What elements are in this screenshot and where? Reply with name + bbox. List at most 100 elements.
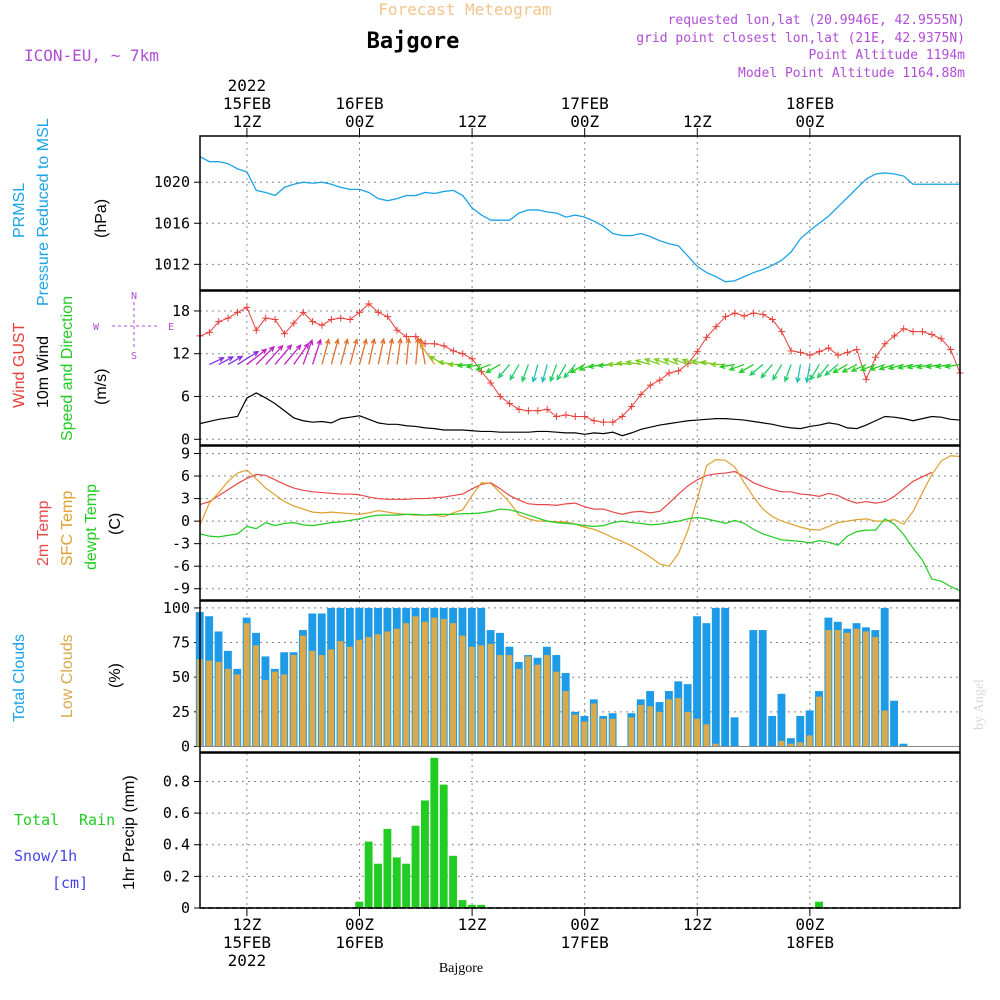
precip-bar <box>364 841 373 908</box>
y-tick-label: 0.2 <box>163 867 190 885</box>
y-tick-label: 9 <box>181 445 190 463</box>
y-tick-label: 0.6 <box>163 804 190 822</box>
y-tick-label: 0 <box>181 737 190 755</box>
compass-n: N <box>131 291 137 302</box>
time-date-bottom: 15FEB <box>223 933 271 952</box>
wind-arrow <box>625 359 642 366</box>
wind-arrow <box>368 337 377 365</box>
gust-marker <box>759 311 767 319</box>
gust-marker <box>721 313 729 321</box>
gust-marker <box>309 318 317 326</box>
gust-marker <box>796 348 804 356</box>
precip-bar <box>411 825 420 908</box>
wind-arrow <box>509 364 520 381</box>
gust-marker <box>440 342 448 350</box>
wind-arrow <box>218 356 235 366</box>
wind-arrow <box>321 338 331 365</box>
pressure-msl-label: Pressure Reduced to MSL <box>35 118 52 306</box>
low-cloud-bar <box>328 649 335 747</box>
low-cloud-bar <box>468 646 475 747</box>
speed-dir-label: Speed and Direction <box>59 296 76 441</box>
gust-marker <box>646 381 654 389</box>
total-clouds-label: Total Clouds <box>11 634 28 722</box>
wind-labels: Wind GUST 10m Wind Speed and Direction (… <box>11 296 110 441</box>
time-hour-top: 00Z <box>795 112 824 131</box>
low-cloud-bar <box>243 623 250 747</box>
total-cloud-bar <box>880 607 889 747</box>
rain-label: Rain <box>79 811 115 829</box>
time-hour-bottom: 00Z <box>570 915 599 934</box>
wind-arrow <box>419 342 436 365</box>
gust-marker <box>637 390 645 398</box>
gust-marker <box>853 345 861 353</box>
wind10m-label: 10m Wind <box>35 336 52 408</box>
time-hour-top: 12Z <box>683 112 712 131</box>
low-cloud-bar <box>318 655 325 747</box>
y-tick-label: 0.8 <box>163 772 190 790</box>
gust-marker <box>524 407 532 415</box>
gust-marker <box>318 321 326 329</box>
low-cloud-bar <box>872 637 879 747</box>
gust-marker <box>862 375 870 383</box>
wind-arrow <box>809 364 820 381</box>
total-cloud-bar <box>768 715 777 747</box>
wind-arrow <box>227 355 244 365</box>
forecast-title: Forecast Meteogram <box>378 0 551 19</box>
time-hour-top: 12Z <box>232 112 261 131</box>
precip-bar <box>449 855 458 908</box>
y-tick-label: 12 <box>172 345 190 363</box>
model-name: ICON-EU, ~ 7km <box>24 46 159 65</box>
wind-arrow <box>387 337 395 365</box>
wind-arrow <box>850 363 867 372</box>
wind-arrow <box>783 364 792 383</box>
wind-speed-line <box>199 392 961 437</box>
precip-bar <box>477 904 486 908</box>
y-tick-label: 75 <box>172 634 190 652</box>
gust-line <box>199 303 961 423</box>
gust-marker <box>562 411 570 419</box>
gust-marker <box>590 417 598 425</box>
panel-frame <box>199 600 961 753</box>
wind-arrow <box>465 363 482 369</box>
gust-marker <box>449 347 457 355</box>
gust-marker <box>402 333 410 341</box>
wind-arrow <box>944 363 961 369</box>
low-cloud-bar <box>712 743 719 747</box>
gust-marker <box>365 300 373 308</box>
wind-arrow <box>556 364 567 381</box>
gust-marker <box>928 330 936 338</box>
low-cloud-bar <box>271 671 278 747</box>
wind-arrow <box>816 364 830 379</box>
low-cloud-bar <box>440 619 447 747</box>
wind-arrow <box>841 363 858 373</box>
low-cloud-bar <box>346 646 353 747</box>
wind-arrow <box>718 363 735 369</box>
total-cloud-bar <box>730 717 739 747</box>
time-date-bottom: 16FEB <box>335 933 383 952</box>
precip-unit: 1hr Precip (mm) <box>121 775 138 890</box>
total-cloud-bar <box>758 630 767 747</box>
sfc-temp-line <box>199 455 961 567</box>
panel-frame <box>199 135 961 291</box>
gust-marker <box>337 314 345 322</box>
total-cloud-bar <box>702 623 711 747</box>
total-cloud-bar <box>805 710 814 747</box>
wind-arrow <box>569 363 586 374</box>
wind-arrow <box>246 348 268 365</box>
low-cloud-bar <box>853 628 860 747</box>
low-cloud-bar <box>881 710 888 747</box>
wind-arrow <box>349 338 359 365</box>
precip-bar <box>355 901 364 908</box>
gust-marker <box>205 328 213 336</box>
temp2m-label: 2m Temp <box>35 500 52 566</box>
low-cloud-bar <box>628 717 635 747</box>
low-cloud-bar <box>694 718 700 747</box>
low-cloud-bar <box>281 674 288 747</box>
wind-arrow <box>540 364 548 384</box>
wind-arrow <box>209 357 225 366</box>
time-date-top: 15FEB <box>223 94 271 113</box>
compass-w: W <box>93 322 100 333</box>
low-cloud-bar <box>290 655 297 747</box>
sfc-temp-label: SFC Temp <box>59 491 76 566</box>
wind-arrow <box>662 358 679 366</box>
